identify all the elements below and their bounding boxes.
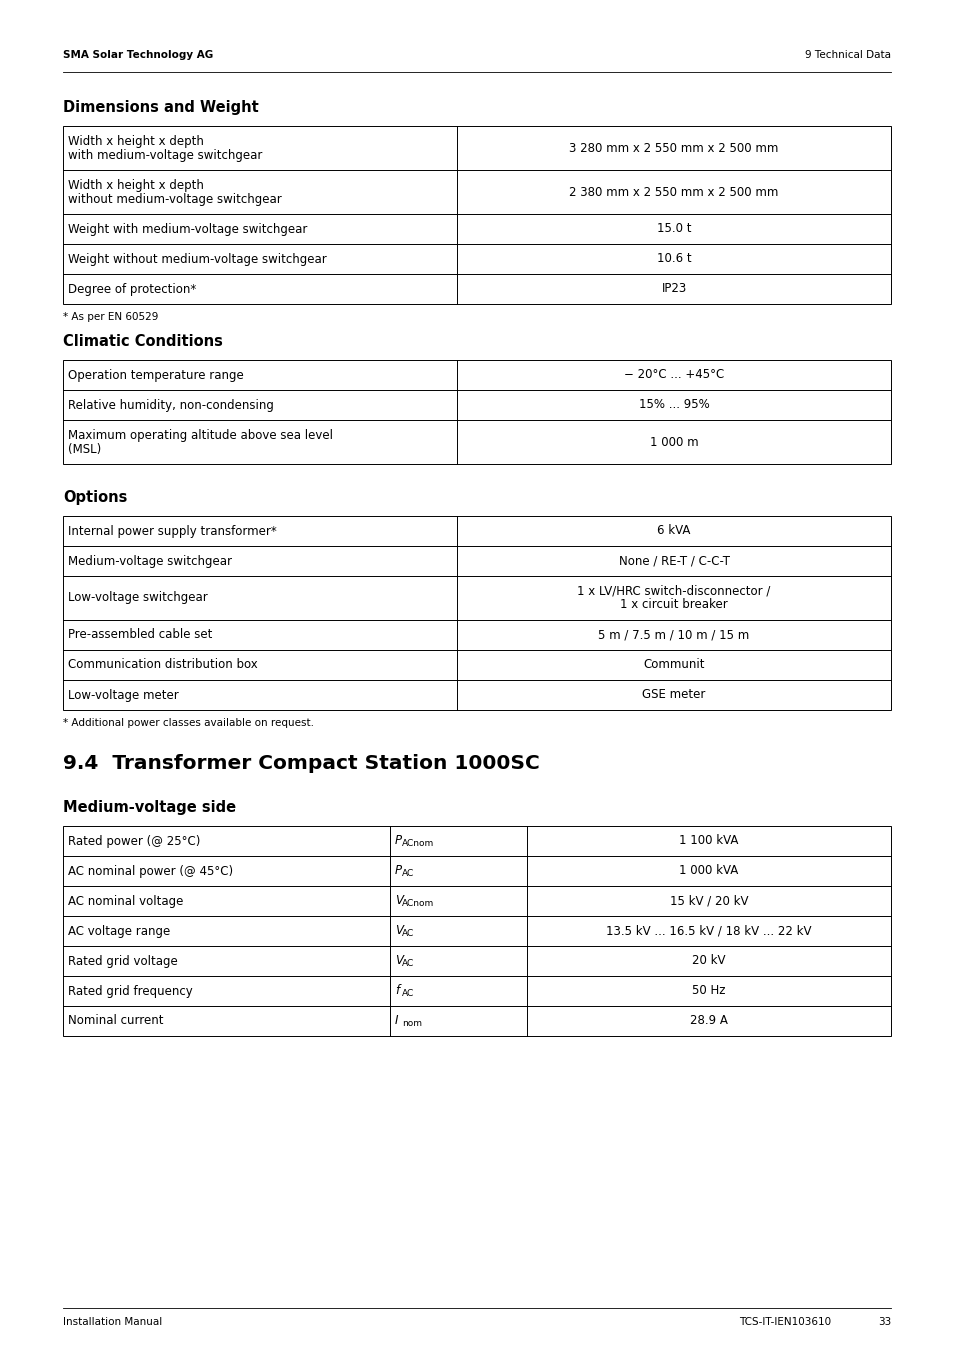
Bar — [63, 126, 890, 304]
Text: 9.4  Transformer Compact Station 1000SC: 9.4 Transformer Compact Station 1000SC — [63, 754, 539, 773]
Text: Degree of protection*: Degree of protection* — [68, 283, 196, 296]
Text: 6 kVA: 6 kVA — [657, 525, 690, 538]
Text: Rated grid voltage: Rated grid voltage — [68, 955, 177, 968]
Text: 1 x LV/HRC switch-disconnector /: 1 x LV/HRC switch-disconnector / — [577, 584, 770, 598]
Text: Low-voltage switchgear: Low-voltage switchgear — [68, 592, 208, 604]
Text: Climatic Conditions: Climatic Conditions — [63, 334, 223, 349]
Text: Rated grid frequency: Rated grid frequency — [68, 984, 193, 998]
Text: f: f — [395, 984, 398, 998]
Text: AC: AC — [401, 930, 414, 938]
Text: 3 280 mm x 2 550 mm x 2 500 mm: 3 280 mm x 2 550 mm x 2 500 mm — [569, 142, 778, 154]
Text: V: V — [395, 955, 402, 968]
Text: V: V — [395, 925, 402, 937]
Text: without medium-voltage switchgear: without medium-voltage switchgear — [68, 192, 281, 206]
Text: 50 Hz: 50 Hz — [691, 984, 725, 998]
Text: AC: AC — [401, 960, 414, 968]
Text: None / RE-T / C-C-T: None / RE-T / C-C-T — [618, 554, 729, 568]
Text: 1 100 kVA: 1 100 kVA — [679, 834, 738, 848]
Text: 1 000 kVA: 1 000 kVA — [679, 864, 738, 877]
Text: IP23: IP23 — [660, 283, 686, 296]
Text: AC nominal voltage: AC nominal voltage — [68, 895, 183, 907]
Text: Nominal current: Nominal current — [68, 1014, 163, 1028]
Text: 15 kV / 20 kV: 15 kV / 20 kV — [669, 895, 747, 907]
Text: 15% ... 95%: 15% ... 95% — [638, 399, 709, 411]
Text: TCS-IT-IEN103610: TCS-IT-IEN103610 — [739, 1317, 830, 1328]
Text: Medium-voltage switchgear: Medium-voltage switchgear — [68, 554, 232, 568]
Text: Installation Manual: Installation Manual — [63, 1317, 162, 1328]
Bar — [63, 360, 890, 464]
Bar — [63, 826, 890, 1036]
Text: Pre-assembled cable set: Pre-assembled cable set — [68, 629, 213, 641]
Text: Rated power (@ 25°C): Rated power (@ 25°C) — [68, 834, 200, 848]
Text: Low-voltage meter: Low-voltage meter — [68, 688, 178, 702]
Text: Width x height x depth: Width x height x depth — [68, 134, 204, 147]
Text: P: P — [395, 834, 402, 848]
Text: Weight without medium-voltage switchgear: Weight without medium-voltage switchgear — [68, 253, 327, 265]
Text: * As per EN 60529: * As per EN 60529 — [63, 312, 158, 322]
Text: Relative humidity, non-condensing: Relative humidity, non-condensing — [68, 399, 274, 411]
Text: 28.9 A: 28.9 A — [689, 1014, 727, 1028]
Text: V: V — [395, 895, 402, 907]
Text: − 20°C ... +45°C: − 20°C ... +45°C — [623, 369, 723, 381]
Text: Communication distribution box: Communication distribution box — [68, 658, 257, 672]
Text: * Additional power classes available on request.: * Additional power classes available on … — [63, 718, 314, 727]
Text: Maximum operating altitude above sea level: Maximum operating altitude above sea lev… — [68, 429, 333, 442]
Text: AC voltage range: AC voltage range — [68, 925, 170, 937]
Text: 13.5 kV ... 16.5 kV / 18 kV ... 22 kV: 13.5 kV ... 16.5 kV / 18 kV ... 22 kV — [605, 925, 811, 937]
Text: 33: 33 — [877, 1317, 890, 1328]
Text: Width x height x depth: Width x height x depth — [68, 178, 204, 192]
Text: Operation temperature range: Operation temperature range — [68, 369, 244, 381]
Text: ACnom: ACnom — [401, 840, 434, 849]
Text: 10.6 t: 10.6 t — [656, 253, 691, 265]
Text: AC nominal power (@ 45°C): AC nominal power (@ 45°C) — [68, 864, 233, 877]
Text: P: P — [395, 864, 402, 877]
Text: ACnom: ACnom — [401, 899, 434, 909]
Text: SMA Solar Technology AG: SMA Solar Technology AG — [63, 50, 213, 59]
Text: nom: nom — [401, 1019, 421, 1029]
Text: with medium-voltage switchgear: with medium-voltage switchgear — [68, 149, 262, 161]
Text: 5 m / 7.5 m / 10 m / 15 m: 5 m / 7.5 m / 10 m / 15 m — [598, 629, 749, 641]
Text: I: I — [395, 1014, 398, 1028]
Text: AC: AC — [401, 990, 414, 999]
Text: 1 000 m: 1 000 m — [649, 435, 698, 449]
Text: 20 kV: 20 kV — [691, 955, 725, 968]
Text: Internal power supply transformer*: Internal power supply transformer* — [68, 525, 276, 538]
Text: Medium-voltage side: Medium-voltage side — [63, 800, 236, 815]
Text: Communit: Communit — [642, 658, 704, 672]
Text: GSE meter: GSE meter — [641, 688, 705, 702]
Text: AC: AC — [401, 869, 414, 879]
Bar — [63, 516, 890, 710]
Text: 15.0 t: 15.0 t — [656, 223, 691, 235]
Text: 9 Technical Data: 9 Technical Data — [804, 50, 890, 59]
Text: 1 x circuit breaker: 1 x circuit breaker — [619, 599, 727, 611]
Text: Dimensions and Weight: Dimensions and Weight — [63, 100, 258, 115]
Text: Options: Options — [63, 489, 128, 506]
Text: Weight with medium-voltage switchgear: Weight with medium-voltage switchgear — [68, 223, 307, 235]
Text: 2 380 mm x 2 550 mm x 2 500 mm: 2 380 mm x 2 550 mm x 2 500 mm — [569, 185, 778, 199]
Text: (MSL): (MSL) — [68, 442, 101, 456]
